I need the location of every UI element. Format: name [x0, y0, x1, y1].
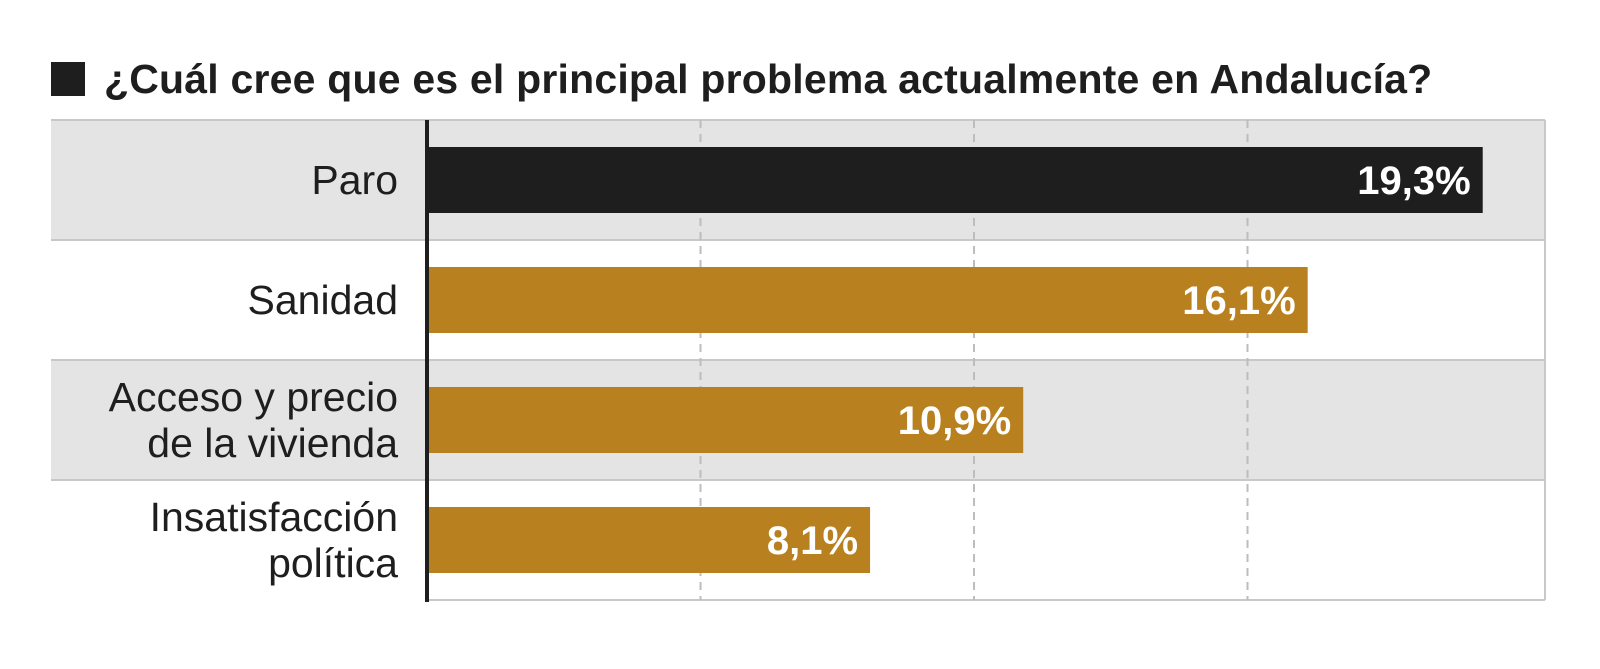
category-label: Sanidad [248, 277, 398, 323]
bar [427, 147, 1483, 213]
bar [427, 387, 1024, 453]
value-label: 19,3% [1357, 159, 1470, 203]
title-text: ¿Cuál cree que es el principal problema … [104, 55, 1433, 102]
category-label: Acceso y precio de la vivienda [109, 374, 399, 466]
chart-title: ¿Cuál cree que es el principal problema … [51, 52, 1432, 106]
category-label: Paro [311, 157, 398, 203]
value-label: 10,9% [898, 399, 1011, 443]
category-label: Insatisfacción política [150, 494, 399, 586]
value-label: 16,1% [1182, 279, 1295, 323]
title-square-icon [51, 62, 85, 96]
value-label: 8,1% [767, 519, 858, 563]
bar [427, 267, 1308, 333]
bar [427, 507, 871, 573]
